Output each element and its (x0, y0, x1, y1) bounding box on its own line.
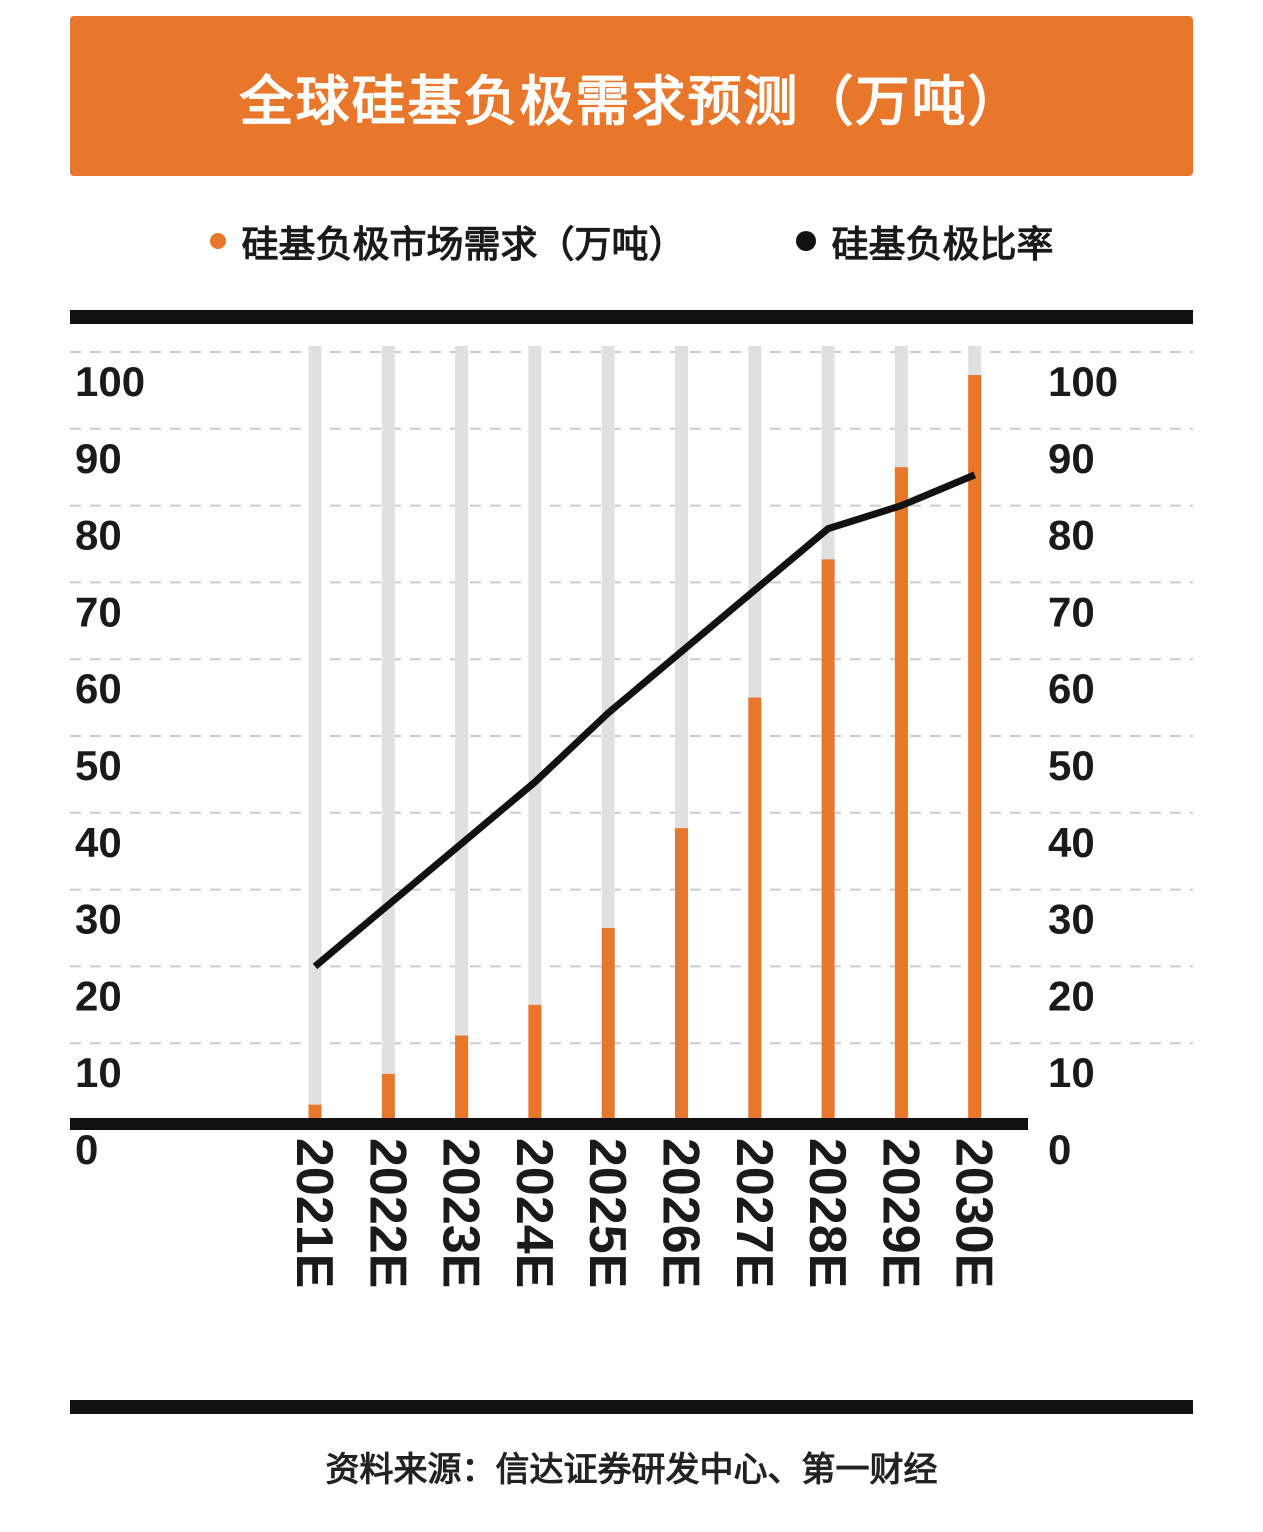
forecast-chart: 0 0 10 10 20 20 30 30 40 40 50 50 60 60 70 70 80 80 90 90 10… (70, 346, 1193, 1288)
bottom-rule (70, 1400, 1193, 1414)
top-rule (70, 310, 1193, 324)
source-note: 资料来源：信达证券研发中心、第一财经 (325, 1452, 938, 1489)
x-tick-label: 2025E (578, 1138, 636, 1288)
bg-bar (308, 346, 322, 1120)
legend-item-ratio: 硅基负极比率 (795, 214, 1054, 268)
legend-item-demand: 硅基负极市场需求（万吨） (209, 214, 686, 268)
y-tick-label-left: 0 (75, 1126, 98, 1173)
legend-marker-ratio-icon (795, 231, 816, 251)
y-tick-label-left: 70 (75, 588, 122, 635)
demand-bar (968, 375, 982, 1120)
bg-bar (528, 346, 542, 1120)
demand-bar (601, 928, 615, 1120)
demand-bar (821, 559, 835, 1120)
y-tick-label-right: 80 (1048, 512, 1095, 559)
y-tick-label-right: 30 (1048, 896, 1095, 943)
legend-marker-demand-icon (209, 233, 226, 249)
demand-bar (675, 828, 688, 1120)
y-tick-label-left: 40 (75, 819, 122, 866)
demand-bar (381, 1073, 395, 1120)
x-tick-label: 2030E (945, 1138, 1003, 1288)
x-tick-label: 2021E (285, 1138, 343, 1288)
y-tick-label-right: 50 (1048, 742, 1095, 789)
demand-bar (455, 1035, 469, 1120)
x-tick-label: 2026E (652, 1138, 710, 1288)
page-title: 全球硅基负极需求预测（万吨） (239, 71, 1024, 132)
y-tick-label-left: 80 (75, 512, 122, 559)
y-tick-label-left: 30 (75, 896, 122, 943)
bg-bar (601, 346, 615, 1120)
legend-label-demand: 硅基负极市场需求（万吨） (241, 224, 686, 265)
y-tick-label-right: 10 (1048, 1049, 1095, 1096)
y-tick-label-left: 50 (75, 742, 122, 789)
x-tick-label: 2028E (798, 1138, 856, 1288)
x-tick-label: 2024E (505, 1138, 563, 1288)
y-tick-label-right: 90 (1048, 435, 1095, 482)
y-tick-label-right: 40 (1048, 819, 1095, 866)
y-tick-label-right: 0 (1048, 1126, 1071, 1173)
y-tick-label-right: 60 (1048, 665, 1095, 712)
legend-label-ratio: 硅基负极比率 (831, 224, 1054, 265)
x-axis-line (70, 1118, 1028, 1130)
demand-bar (528, 1004, 542, 1120)
demand-bar (748, 697, 762, 1120)
y-tick-label-left: 90 (75, 435, 122, 482)
x-tick-label: 2023E (432, 1138, 490, 1288)
y-tick-label-left: 60 (75, 665, 122, 712)
x-tick-label: 2027E (725, 1138, 783, 1288)
x-tick-label: 2022E (358, 1138, 416, 1288)
chart-title-banner: 全球硅基负极需求预测（万吨） (70, 16, 1193, 176)
bg-bar (455, 346, 469, 1120)
y-tick-label-left: 10 (75, 1049, 122, 1096)
ratio-line (312, 471, 977, 970)
y-tick-label-left: 100 (75, 358, 145, 405)
demand-bar (894, 467, 908, 1120)
bg-bar (381, 346, 395, 1120)
demand-bar (308, 1104, 322, 1120)
y-tick-label-right: 100 (1048, 358, 1118, 405)
y-tick-label-left: 20 (75, 972, 122, 1019)
x-tick-label: 2029E (871, 1138, 929, 1288)
y-tick-label-right: 20 (1048, 972, 1095, 1019)
legend: 硅基负极市场需求（万吨） 硅基负极比率 (0, 214, 1263, 268)
y-tick-label-right: 70 (1048, 588, 1095, 635)
